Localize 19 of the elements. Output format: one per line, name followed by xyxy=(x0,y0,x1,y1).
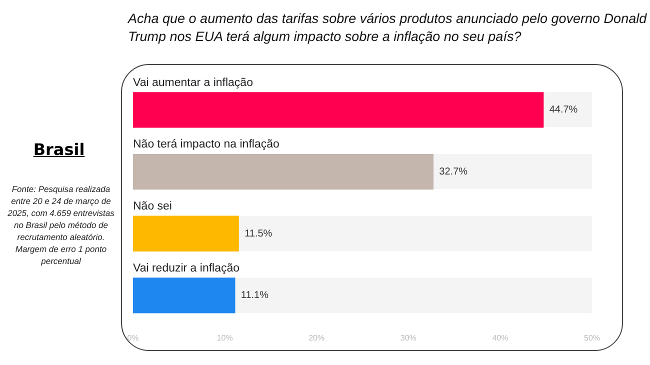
x-tick-label: 30% xyxy=(400,333,416,342)
x-tick-label: 10% xyxy=(216,333,233,342)
x-tick-label: 0% xyxy=(127,333,139,342)
data-label: 11.5% xyxy=(244,228,272,240)
y-tick-label: Vai aumentar a inflação xyxy=(133,76,253,89)
data-label: 32.7% xyxy=(439,166,468,178)
bar xyxy=(133,278,236,314)
x-tick-label: 50% xyxy=(584,333,600,342)
y-tick-label: Não sei xyxy=(133,200,172,213)
source-note: Fonte: Pesquisa realizada entre 20 e 24 de março de 2025, com 4.659 entrevistas no Brasil pelo método de recrutamento aleatório. Margem de erro 1 ponto percentual xyxy=(6,183,116,267)
x-tick-label: 20% xyxy=(308,333,325,342)
data-label: 11.1% xyxy=(240,290,269,302)
x-tick-label: 40% xyxy=(492,333,508,342)
y-tick-label: Não terá impacto na inflação xyxy=(133,138,280,151)
chart-title: Acha que o aumento das tarifas sobre vários produtos anunciado pelo governo Donald Trump nos EUA terá algum impacto sobre a inflação no seu país? xyxy=(128,10,648,46)
y-tick-label: Vai reduzir a inflação xyxy=(133,262,240,274)
data-label: 44.7% xyxy=(549,104,578,116)
text: Brasil xyxy=(32,140,86,159)
bar xyxy=(133,216,239,252)
